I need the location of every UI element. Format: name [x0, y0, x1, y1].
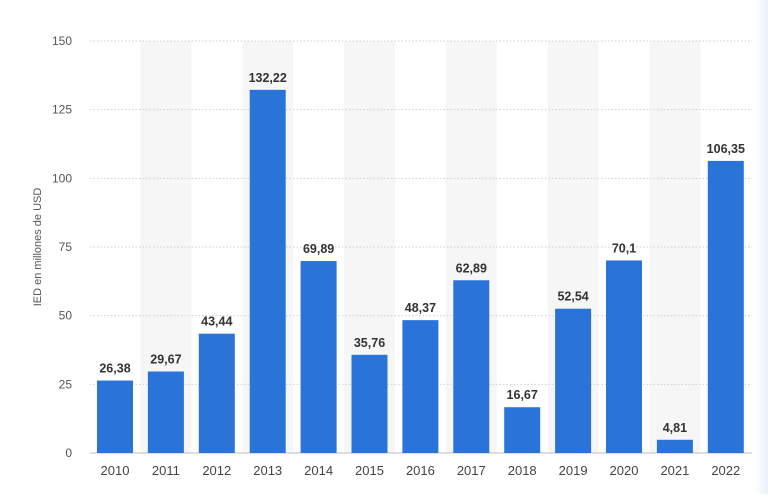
data-label-2019: 52,54	[557, 290, 588, 304]
data-label-2010: 26,38	[99, 362, 130, 376]
bar-2020	[606, 260, 642, 453]
bar-2010	[97, 380, 133, 453]
x-tick-label-2014: 2014	[304, 463, 333, 478]
bar-2015	[351, 354, 388, 453]
y-tick-label: 0	[65, 446, 72, 460]
data-label-2021: 4,81	[663, 421, 687, 435]
bar-2017	[453, 280, 490, 453]
bar-2022	[707, 160, 744, 453]
y-tick-label: 150	[52, 34, 72, 48]
data-labels: 26,38 29,67 43,44 132,22 69,89 35,76 48,37 62,8…	[99, 71, 745, 435]
x-tick-label-2021: 2021	[660, 463, 689, 478]
x-tick-label-2010: 2010	[101, 463, 130, 478]
x-tick-label-2017: 2017	[457, 463, 486, 478]
data-label-2011: 29,67	[150, 353, 181, 367]
x-tick-label-2018: 2018	[508, 463, 537, 478]
data-label-2017: 62,89	[456, 261, 487, 275]
x-tick-label-2015: 2015	[355, 463, 384, 478]
y-tick-label: 125	[52, 103, 72, 117]
data-label-2015: 35,76	[354, 336, 385, 350]
y-tick-label: 100	[52, 171, 72, 185]
x-tick-label-2011: 2011	[152, 463, 180, 478]
data-label-2022: 106,35	[707, 142, 745, 156]
bar-2021	[656, 439, 693, 453]
bar-2012	[198, 333, 235, 453]
x-tick-label-2012: 2012	[202, 463, 231, 478]
data-label-2018: 16,67	[507, 388, 538, 402]
y-tick-label: 25	[59, 377, 73, 391]
x-tick-label-2020: 2020	[610, 463, 639, 478]
bar-2019	[555, 308, 592, 453]
x-tick-label-2019: 2019	[559, 463, 588, 478]
data-label-2014: 69,89	[303, 242, 334, 256]
bar-2018	[504, 407, 541, 453]
data-label-2020: 70,1	[612, 241, 636, 255]
data-label-2016: 48,37	[405, 301, 436, 315]
y-tick-label: 75	[59, 240, 73, 254]
y-axis-title: IED en millones de USD	[32, 188, 44, 307]
data-label-2013: 132,22	[249, 71, 287, 85]
data-label-2012: 43,44	[201, 315, 232, 329]
right-edge-shade	[754, 0, 768, 494]
bars	[97, 89, 744, 454]
x-tick-label-2022: 2022	[711, 463, 740, 478]
x-axis-ticks: 2010 2011 2012 2013 2014 2015 2016 2017 2018 2019…	[101, 463, 741, 478]
x-tick-label-2013: 2013	[253, 463, 282, 478]
y-tick-label: 50	[59, 309, 73, 323]
bar-2013	[249, 89, 286, 454]
bar-2011	[147, 371, 184, 453]
bar-2016	[402, 320, 439, 453]
x-tick-label-2016: 2016	[406, 463, 435, 478]
bar-2014	[300, 261, 337, 453]
y-axis-ticks: 0 25 50 75 100 125 150	[52, 34, 72, 460]
